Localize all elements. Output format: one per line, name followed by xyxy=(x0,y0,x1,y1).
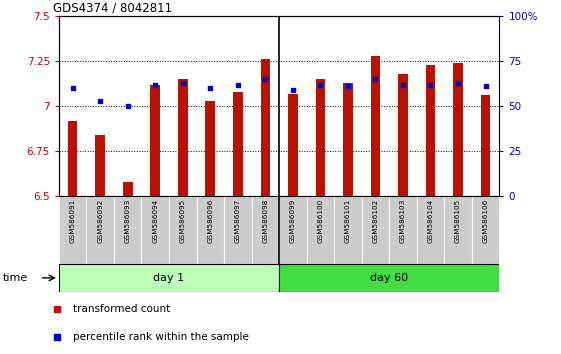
Text: GSM586105: GSM586105 xyxy=(455,199,461,243)
Text: GSM586102: GSM586102 xyxy=(373,199,379,243)
Bar xyxy=(178,79,187,196)
Bar xyxy=(233,92,242,196)
Bar xyxy=(279,264,499,292)
Bar xyxy=(141,196,169,264)
Text: GSM586094: GSM586094 xyxy=(152,199,158,243)
Text: GSM586103: GSM586103 xyxy=(400,199,406,243)
Bar xyxy=(444,196,472,264)
Text: GSM586101: GSM586101 xyxy=(345,199,351,243)
Bar xyxy=(59,264,279,292)
Bar xyxy=(150,85,160,196)
Bar xyxy=(334,196,362,264)
Text: GSM586099: GSM586099 xyxy=(290,199,296,243)
Bar xyxy=(224,196,251,264)
Bar xyxy=(472,196,499,264)
Bar xyxy=(260,59,270,196)
Bar xyxy=(371,56,380,196)
Bar xyxy=(205,101,215,196)
Bar xyxy=(169,196,196,264)
Text: day 60: day 60 xyxy=(370,273,408,283)
Bar xyxy=(307,196,334,264)
Text: GSM586106: GSM586106 xyxy=(482,199,489,243)
Bar xyxy=(59,196,86,264)
Bar xyxy=(316,79,325,196)
Bar xyxy=(343,83,353,196)
Text: GSM586093: GSM586093 xyxy=(125,199,131,243)
Text: GSM586100: GSM586100 xyxy=(318,199,323,243)
Bar xyxy=(288,93,298,196)
Bar xyxy=(123,182,132,196)
Bar xyxy=(279,196,307,264)
Text: GDS4374 / 8042811: GDS4374 / 8042811 xyxy=(53,1,172,14)
Bar xyxy=(95,135,105,196)
Text: GSM586104: GSM586104 xyxy=(427,199,434,243)
Bar xyxy=(86,196,114,264)
Bar xyxy=(68,121,77,196)
Text: GSM586098: GSM586098 xyxy=(263,199,268,243)
Bar xyxy=(362,196,389,264)
Bar xyxy=(426,65,435,196)
Bar xyxy=(417,196,444,264)
Bar xyxy=(114,196,141,264)
Bar xyxy=(481,95,490,196)
Text: percentile rank within the sample: percentile rank within the sample xyxy=(72,332,249,342)
Bar xyxy=(389,196,417,264)
Bar xyxy=(251,196,279,264)
Text: time: time xyxy=(3,273,28,283)
Text: GSM586096: GSM586096 xyxy=(207,199,213,243)
Bar xyxy=(453,63,463,196)
Text: GSM586091: GSM586091 xyxy=(70,199,76,243)
Text: GSM586095: GSM586095 xyxy=(180,199,186,243)
Text: GSM586097: GSM586097 xyxy=(235,199,241,243)
Text: day 1: day 1 xyxy=(154,273,185,283)
Text: transformed count: transformed count xyxy=(72,304,170,314)
Text: GSM586092: GSM586092 xyxy=(97,199,103,243)
Bar xyxy=(196,196,224,264)
Bar xyxy=(398,74,408,196)
